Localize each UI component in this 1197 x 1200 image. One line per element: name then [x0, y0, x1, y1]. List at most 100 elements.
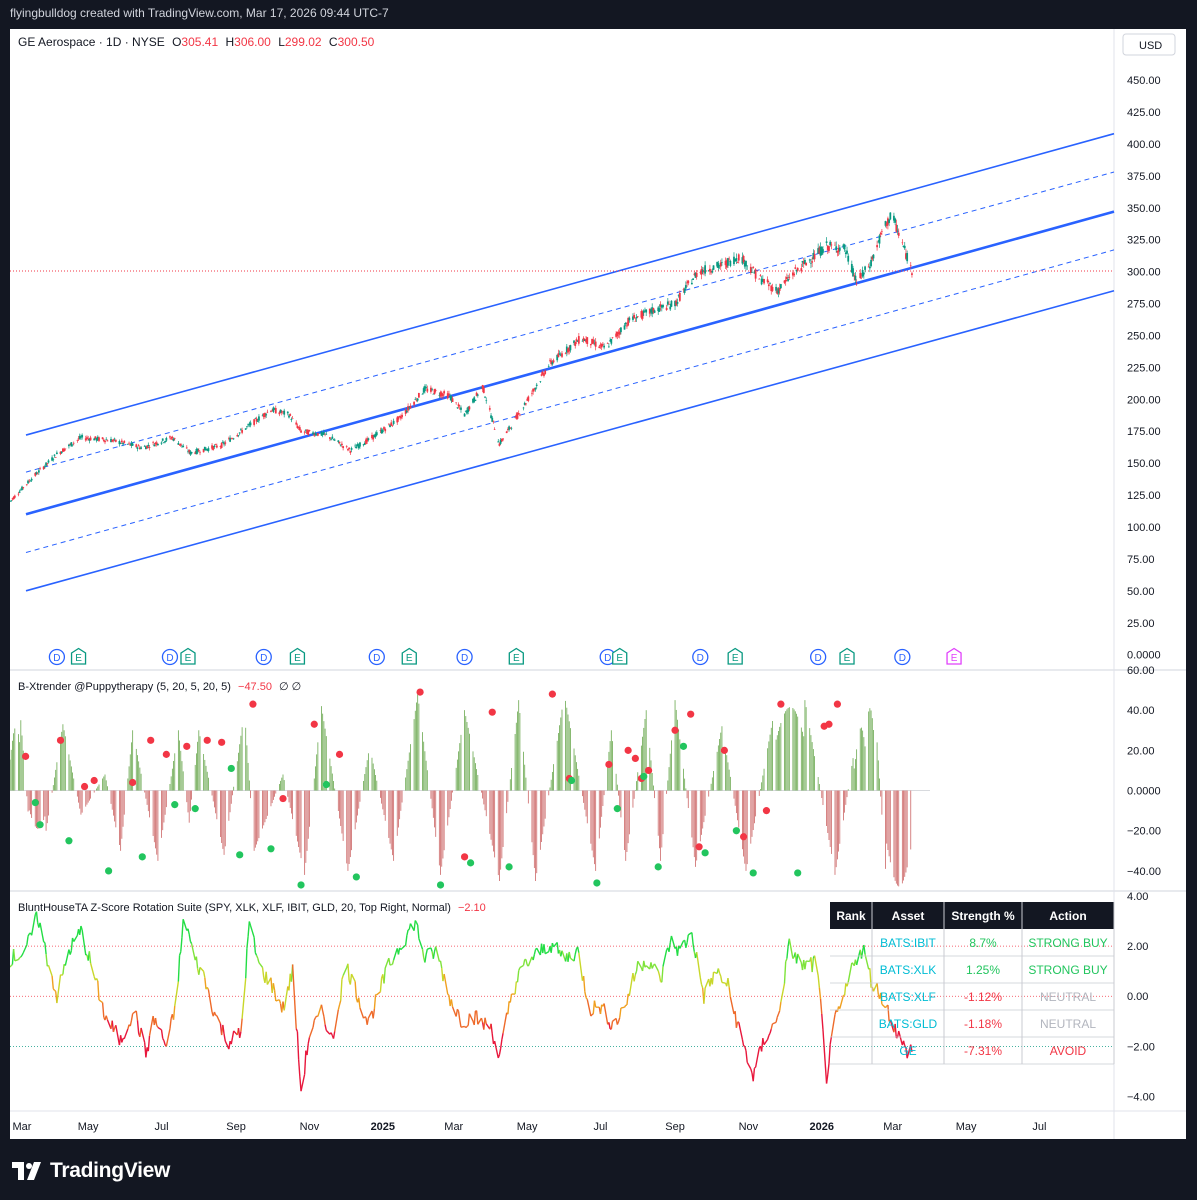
dividend-marker[interactable] [161, 648, 179, 666]
candle-body [138, 447, 141, 450]
zscore-segment [178, 951, 182, 956]
zscore-segment [661, 966, 664, 983]
zscore-segment [35, 911, 39, 923]
candle-body [867, 266, 870, 268]
zscore-pane[interactable] [10, 911, 1114, 1092]
xtrender-axis-tick: 0.0000 [1127, 786, 1161, 798]
candle-body [644, 310, 646, 312]
candle-body [561, 353, 563, 357]
signal-dot [605, 760, 613, 769]
signal-dot [191, 805, 199, 813]
zscore-segment [388, 958, 391, 966]
dividend-marker[interactable] [810, 648, 827, 666]
earnings-marker[interactable] [401, 647, 417, 665]
zscore-segment [455, 1009, 459, 1017]
y-axis[interactable]: 0.0000 25.00 50.00 75.00 100.00 125.00 150.00 1… [1127, 75, 1161, 1103]
zscore-segment [818, 987, 822, 1000]
candle-body [223, 442, 225, 445]
zscore-segment [533, 949, 537, 955]
candle-body [737, 254, 740, 261]
channel-lower-dashed-line[interactable] [25, 249, 1115, 554]
candle-body [72, 442, 75, 444]
dividend-marker[interactable] [692, 648, 709, 666]
xtrender-pane[interactable] [10, 688, 930, 889]
candle-body [422, 388, 425, 393]
dividend-marker[interactable] [48, 648, 66, 666]
zscore-segment [195, 956, 199, 969]
candle-body [632, 316, 634, 320]
currency-box[interactable] [1122, 33, 1176, 56]
candle-body [710, 271, 713, 273]
candle-body [196, 448, 199, 453]
zscore-segment [347, 963, 350, 981]
zscore-segment [516, 970, 520, 983]
zscore-segment [480, 1017, 484, 1023]
candle-body [717, 263, 720, 268]
zscore-legend[interactable]: BluntHouseTA Z-Score Rotation Suite (SPY… [18, 902, 486, 914]
earnings-marker[interactable] [180, 647, 196, 665]
x-axis[interactable]: Mar May Jul Sep Nov 2025 Mar May Jul Sep Nov 2026 Ma… [10, 1110, 1186, 1133]
tradingview-logo[interactable]: TradingView [12, 1158, 170, 1184]
channel-lower-line[interactable] [25, 289, 1115, 592]
earnings-marker[interactable] [70, 647, 87, 665]
zscore-segment [21, 952, 24, 956]
zscore-segment [768, 1032, 771, 1036]
dividend-marker[interactable] [368, 648, 385, 666]
zscore-line [10, 911, 913, 1092]
zscore-segment [222, 1024, 225, 1035]
candle-body [674, 301, 676, 307]
candle-body [330, 438, 332, 440]
candle-body [836, 250, 839, 253]
candle-body [783, 280, 786, 283]
rank-table-asset: BATS:IBIT [880, 936, 936, 950]
candle-body [179, 443, 182, 446]
zscore-segment [359, 1007, 365, 1019]
zscore-segment [10, 964, 13, 967]
candle-body [549, 359, 551, 361]
channel-upper-dashed-line[interactable] [25, 171, 1115, 473]
earnings-marker[interactable] [839, 647, 855, 665]
candle-body [273, 408, 276, 410]
zscore-segment [876, 983, 879, 995]
candle-body [810, 263, 812, 264]
channel-upper-line[interactable] [25, 132, 1115, 436]
candle-body [804, 259, 806, 264]
zscore-title: BluntHouseTA Z-Score Rotation Suite (SPY… [18, 902, 451, 914]
earnings-marker[interactable] [727, 647, 743, 665]
candle-body [795, 269, 798, 272]
candle-body [793, 273, 796, 276]
candle-body [735, 258, 738, 261]
channel-mid-line[interactable] [25, 210, 1115, 516]
earnings-marker[interactable] [289, 647, 306, 665]
zscore-segment [770, 1023, 774, 1030]
candle-body [500, 439, 503, 442]
price-axis-tick: 375.00 [1127, 171, 1161, 183]
price-axis-tick: 325.00 [1127, 235, 1161, 247]
zscore-segment [497, 1054, 501, 1059]
earnings-marker[interactable] [946, 647, 962, 665]
earnings-marker[interactable] [508, 647, 524, 665]
candle-body [880, 231, 883, 232]
candle-body [493, 429, 496, 430]
dividend-marker[interactable] [894, 648, 911, 666]
candle-body [906, 253, 909, 262]
candle-body [659, 304, 662, 307]
candle-body [813, 254, 816, 260]
dividend-marker[interactable] [255, 648, 272, 666]
candle-body [321, 433, 324, 435]
zscore-segment [148, 1015, 154, 1037]
time-axis-tick: May [517, 1121, 538, 1133]
candle-body [246, 426, 248, 428]
zscore-segment [750, 1068, 753, 1074]
rank-table[interactable]: Rank Asset Strength % Action BATS:IBIT 8.7% ST… [830, 902, 1115, 1065]
xtrender-legend[interactable]: B-Xtrender @Puppytherapy (5, 20, 5, 20, … [18, 681, 301, 693]
dividend-marker[interactable] [456, 648, 473, 666]
regression-channel[interactable] [25, 132, 1115, 592]
earnings-marker[interactable] [612, 647, 628, 665]
candle-body [458, 407, 461, 409]
symbol-legend[interactable]: GE Aerospace · 1D · NYSE O305.41 H306.00… [18, 35, 375, 49]
